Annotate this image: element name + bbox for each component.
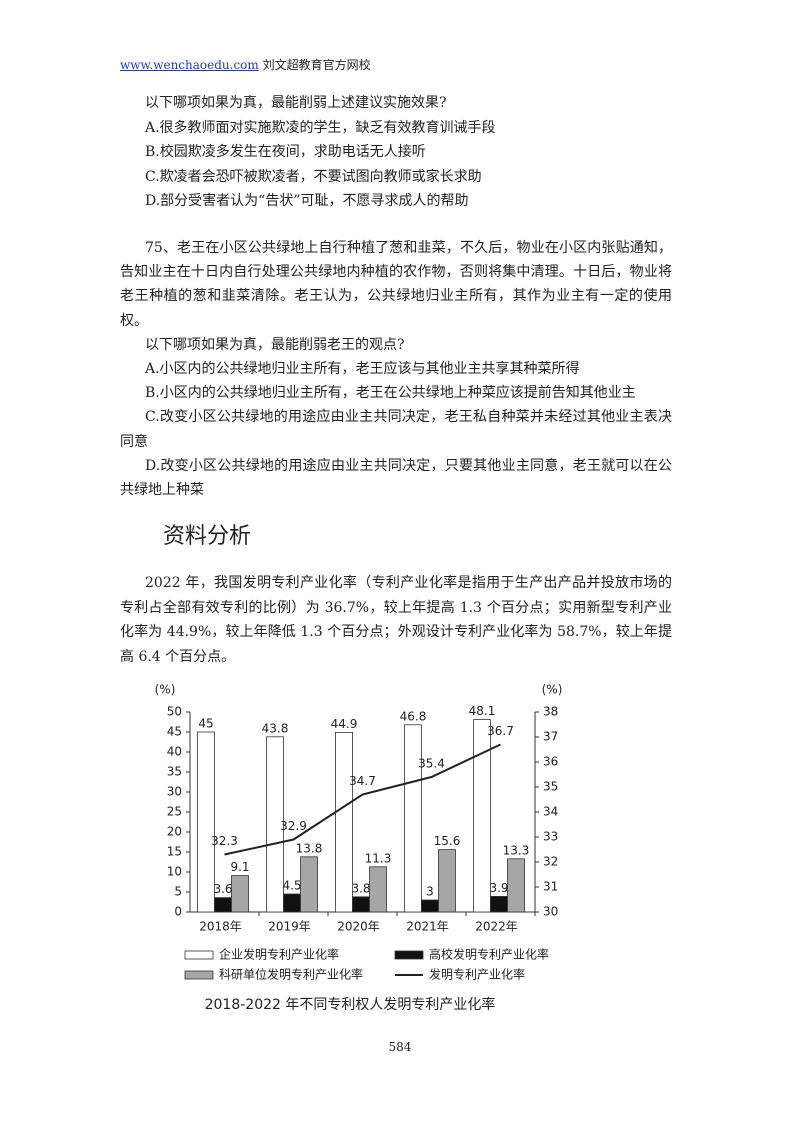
y2-tick-label: 37 [543, 730, 558, 744]
y-tick-label: 45 [167, 725, 182, 739]
option: A.很多教师面对实施欺凌的学生，缺乏有效教育训诫手段 [145, 119, 496, 136]
value-label: 3.6 [213, 882, 232, 896]
x-tick-label: 2020年 [337, 920, 380, 934]
x-tick-label: 2018年 [199, 920, 242, 934]
question-1: 以下哪项如果为真，最能削弱上述建议实施效果? A.很多教师面对实施欺凌的学生，缺… [120, 91, 672, 214]
material-text: 2022 年，我国发明专利产业化率（专利产业化率是指用于生产出产品并投放市场的专… [120, 575, 672, 666]
y2-tick-label: 33 [543, 830, 558, 844]
x-tick-label: 2022年 [475, 920, 518, 934]
option: A.小区内的公共绿地归业主所有，老王应该与其他业主共享其种菜所得 [145, 361, 580, 378]
y-tick-label: 40 [167, 745, 182, 759]
legend-label: 企业发明专利产业化率 [219, 947, 339, 962]
y-tick-label: 50 [167, 705, 182, 719]
bar [507, 858, 525, 913]
y-axis-label: (%) [155, 683, 176, 697]
y-tick-label: 0 [174, 905, 182, 919]
y2-tick-label: 30 [543, 905, 558, 919]
value-label: 3.9 [489, 881, 508, 895]
bar [214, 897, 232, 913]
y-tick-label: 10 [167, 865, 182, 879]
value-label: 9.1 [230, 860, 249, 874]
value-label: 46.8 [400, 709, 427, 723]
legend-swatch [184, 950, 214, 960]
bar [369, 866, 387, 913]
question-stem: 以下哪项如果为真，最能削弱上述建议实施效果? [145, 95, 447, 111]
option: D.改变小区公共绿地的用途应由业主共同决定，只要其他业主同意，老王就可以在公共绿… [120, 457, 672, 499]
value-label: 48.1 [469, 704, 496, 718]
option: B.小区内的公共绿地归业主所有，老王在公共绿地上种菜应该提前告知其他业主 [145, 385, 636, 402]
site-url[interactable]: www.wenchaoedu.com [120, 58, 259, 72]
legend-label: 高校发明专利产业化率 [429, 947, 549, 962]
bar [352, 896, 370, 913]
y-tick-label: 30 [167, 785, 182, 799]
value-label: 4.5 [282, 879, 301, 893]
passage: 75、老王在小区公共绿地上自行种植了葱和韭菜，不久后，物业在小区内张贴通知，告知… [120, 240, 672, 329]
y2-tick-label: 38 [543, 705, 558, 719]
bar [438, 849, 456, 913]
y2-tick-label: 34 [543, 805, 558, 819]
y2-tick-label: 31 [543, 880, 558, 894]
chart-title: 2018-2022 年不同专利权人发明专利产业化率 [205, 996, 496, 1013]
value-label: 32.3 [211, 834, 238, 848]
site-name: 刘文超教育官方网校 [262, 58, 371, 72]
value-label: 32.9 [280, 819, 307, 833]
value-label: 11.3 [365, 851, 392, 865]
bar [473, 719, 491, 913]
value-label: 13.8 [296, 841, 323, 855]
bar [197, 731, 215, 913]
y-tick-label: 25 [167, 805, 182, 819]
x-tick-label: 2019年 [268, 920, 311, 934]
x-tick-label: 2021年 [406, 920, 449, 934]
y-tick-label: 35 [167, 765, 182, 779]
bar [421, 899, 439, 913]
option: C.改变小区公共绿地的用途应由业主共同决定，老王私自种菜并未经过其他业主表决同意 [120, 409, 672, 450]
value-label: 34.7 [349, 774, 376, 788]
bar [335, 732, 353, 913]
value-label: 13.3 [503, 843, 530, 857]
value-label: 36.7 [487, 724, 514, 738]
option: B.校园欺凌多发生在夜间，求助电话无人接听 [145, 144, 426, 160]
line [224, 743, 501, 856]
value-label: 35.4 [418, 757, 445, 771]
bar [300, 856, 318, 913]
bar [283, 893, 301, 913]
value-label: 3.8 [351, 881, 370, 895]
option: D.部分受害者认为“告状”可耻，不愿寻求成人的帮助 [145, 193, 469, 209]
legend-swatch [184, 970, 214, 980]
value-label: 3 [426, 885, 434, 899]
y2-tick-label: 35 [543, 780, 558, 794]
material: 2022 年，我国发明专利产业化率（专利产业化率是指用于生产出产品并投放市场的专… [120, 571, 672, 670]
bar [404, 724, 422, 913]
bar [266, 736, 284, 913]
option: C.欺凌者会恐吓被欺凌者，不要试图向教师或家长求助 [145, 168, 482, 185]
question-2: 75、老王在小区公共绿地上自行种植了葱和韭菜，不久后，物业在小区内张贴通知，告知… [120, 236, 672, 502]
value-label: 43.8 [262, 721, 289, 735]
y-tick-label: 5 [174, 885, 182, 899]
value-label: 15.6 [434, 834, 461, 848]
legend-swatch [394, 950, 424, 960]
page-number: 584 [388, 1040, 412, 1054]
y2-tick-label: 32 [543, 855, 558, 869]
y-tick-label: 20 [167, 825, 182, 839]
legend-label: 科研单位发明专利产业化率 [219, 967, 363, 982]
y2-axis-label: (%) [542, 683, 563, 697]
value-label: 44.9 [331, 717, 358, 731]
question-stem: 以下哪项如果为真，最能削弱老王的观点? [145, 336, 405, 353]
bar [231, 875, 249, 913]
legend-label: 发明专利产业化率 [429, 967, 525, 982]
bar [490, 895, 508, 913]
chart: (%) (%) 2018-2022 年不同专利权人发明专利产业化率 0 5 10 15… [155, 683, 563, 1014]
header: www.wenchaoedu.com 刘文超教育官方网校 [120, 56, 371, 73]
y-tick-label: 15 [167, 845, 182, 859]
y2-tick-label: 36 [543, 755, 558, 769]
section-heading: 资料分析 [163, 524, 252, 549]
value-label: 45 [198, 717, 213, 731]
